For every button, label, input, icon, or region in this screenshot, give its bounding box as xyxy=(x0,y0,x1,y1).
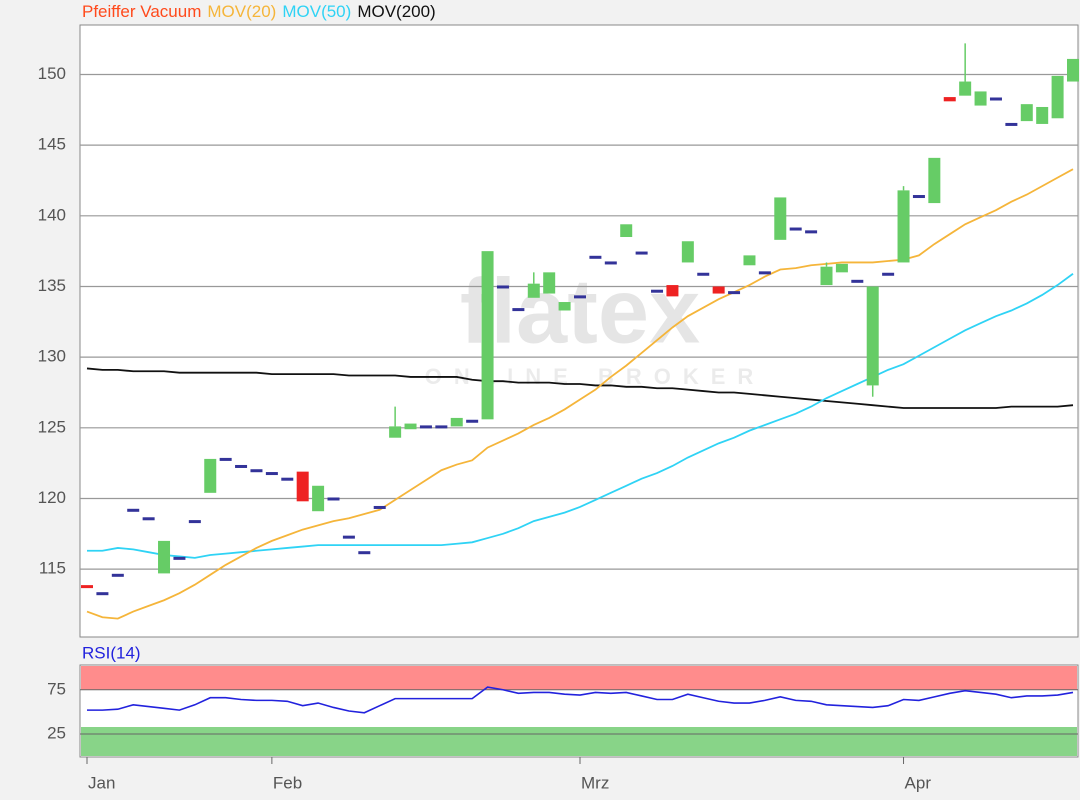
x-tick-label: Mrz xyxy=(581,773,609,792)
candle-body xyxy=(774,197,787,240)
candle-body xyxy=(219,457,232,461)
y-tick-label: 120 xyxy=(38,488,66,507)
candle-body xyxy=(989,97,1002,101)
candle-body xyxy=(820,266,833,286)
candle-body xyxy=(1005,122,1018,126)
candle-body xyxy=(358,551,371,555)
candle-body xyxy=(1051,75,1064,119)
candle-body xyxy=(589,255,602,259)
candle-body xyxy=(204,458,217,493)
candle-body xyxy=(435,425,448,429)
legend-entry: MOV(20) xyxy=(207,2,276,21)
candle-body xyxy=(866,286,879,386)
candle-body xyxy=(188,520,201,524)
candle-body xyxy=(758,271,771,275)
candle-body xyxy=(543,272,556,294)
candle-body xyxy=(158,540,171,574)
y-tick-label: 150 xyxy=(38,64,66,83)
candle-body xyxy=(127,508,140,512)
candle-body xyxy=(651,289,664,293)
candle-body xyxy=(697,272,710,276)
overbought-band xyxy=(81,666,1077,690)
moving-average xyxy=(86,367,1074,409)
candle-body xyxy=(512,308,525,312)
candle-body xyxy=(882,272,895,276)
y-tick-label: 75 xyxy=(47,679,66,698)
legend-title: Pfeiffer Vacuum xyxy=(82,2,201,21)
y-tick-label: 140 xyxy=(38,205,66,224)
candle-body xyxy=(481,251,494,420)
candle-body xyxy=(111,573,124,577)
candle-body xyxy=(1036,106,1049,124)
rsi-title: RSI(14) xyxy=(82,643,141,662)
candle-body xyxy=(974,91,987,106)
candle-body xyxy=(96,592,109,596)
candle-body xyxy=(681,241,694,263)
candle-body xyxy=(250,469,263,473)
x-tick-label: Jan xyxy=(88,773,115,792)
candle-body xyxy=(173,556,186,560)
candle-body xyxy=(373,505,386,509)
candle-body xyxy=(943,97,956,102)
candle-body xyxy=(342,535,355,539)
candle-body xyxy=(604,261,617,265)
candle-body xyxy=(265,472,278,476)
candle-body xyxy=(743,255,756,266)
candle-body xyxy=(666,285,679,297)
candle-body xyxy=(466,419,479,423)
candle-body xyxy=(81,585,93,589)
oversold-band xyxy=(81,727,1077,756)
y-tick-label: 130 xyxy=(38,347,66,366)
candle-body xyxy=(450,417,463,427)
candle-body xyxy=(835,263,848,273)
candle-body xyxy=(805,230,818,234)
candle-body xyxy=(419,425,432,429)
rsi-line xyxy=(87,686,1074,714)
candle-body xyxy=(1020,104,1033,122)
watermark: flatex xyxy=(460,260,700,362)
x-tick-label: Feb xyxy=(273,773,302,792)
candle-body xyxy=(574,295,586,299)
candle-body xyxy=(959,81,972,96)
y-tick-label: 125 xyxy=(38,417,66,436)
legend-entry: MOV(200) xyxy=(357,2,435,21)
candle-body xyxy=(635,251,648,255)
candle-body xyxy=(296,471,309,502)
y-tick-label: 25 xyxy=(47,723,66,742)
candle-body xyxy=(558,302,571,311)
candle-body xyxy=(527,283,540,298)
x-tick-label: Apr xyxy=(905,773,932,792)
price-panel xyxy=(79,24,1079,638)
candle-body xyxy=(789,227,802,231)
candle-body xyxy=(1067,58,1079,82)
candle-body xyxy=(851,279,864,283)
candle-body xyxy=(327,497,340,501)
y-tick-label: 115 xyxy=(39,559,66,578)
candle-body xyxy=(312,485,325,512)
legend: Pfeiffer Vacuum MOV(20) MOV(50) MOV(200) xyxy=(82,2,436,21)
candle-body xyxy=(142,517,155,521)
y-tick-label: 135 xyxy=(38,276,66,295)
candle-body xyxy=(389,426,402,438)
candle-body xyxy=(235,464,248,468)
candle-body xyxy=(404,423,417,430)
candle-body xyxy=(897,190,910,263)
candle-body xyxy=(728,291,741,295)
legend-entry: MOV(50) xyxy=(282,2,351,21)
candle-body xyxy=(912,195,925,199)
candle-body xyxy=(620,224,633,238)
candle-body xyxy=(281,477,294,481)
y-tick-label: 145 xyxy=(38,135,66,154)
candle-body xyxy=(928,157,941,204)
candle-body xyxy=(496,285,509,289)
candle-body xyxy=(712,286,725,294)
